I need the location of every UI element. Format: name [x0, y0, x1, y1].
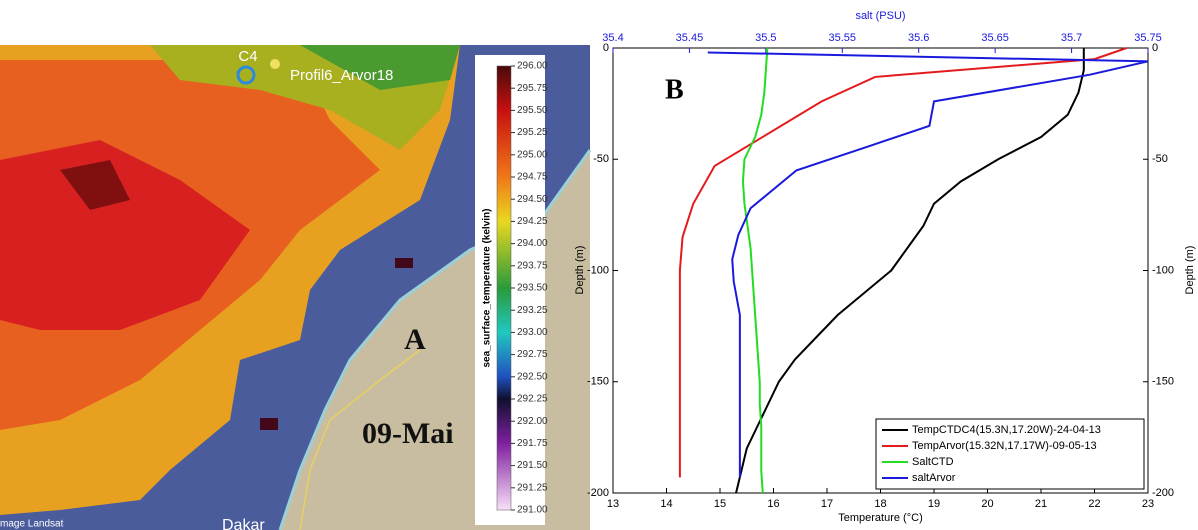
sst-max — [60, 160, 130, 210]
series-line — [707, 51, 1149, 478]
sst-patch — [260, 418, 278, 430]
y-tick-label-right: -50 — [1152, 153, 1168, 165]
y-tick-label: -50 — [593, 153, 609, 165]
x-tick-label: 13 — [607, 498, 619, 510]
colorbar-tick-label: 294.25 — [517, 216, 548, 227]
x2-tick-label: 35.6 — [908, 32, 929, 44]
x2-tick-label: 35.55 — [829, 32, 857, 44]
x-tick-label: 14 — [660, 498, 672, 510]
x2-tick-label: 35.65 — [981, 32, 1009, 44]
panel-label: B — [665, 74, 684, 105]
x2-tick-label: 35.7 — [1061, 32, 1082, 44]
colorbar-tick-label: 293.75 — [517, 260, 548, 271]
x2-tick-label: 35.75 — [1134, 32, 1162, 44]
colorbar-tick-label: 295.25 — [517, 127, 548, 138]
colorbar — [496, 65, 512, 511]
colorbar-tick-label: 295.75 — [517, 83, 548, 94]
colorbar-tick-label: 291.75 — [517, 438, 548, 449]
y-axis-title-right: Depth (m) — [1184, 246, 1196, 295]
x2-axis-title: salt (PSU) — [855, 10, 905, 22]
y-tick-label: -150 — [587, 376, 609, 388]
x-tick-label: 15 — [714, 498, 726, 510]
legend-box — [875, 418, 1145, 490]
colorbar-tick-label: 293.25 — [517, 305, 548, 316]
road — [299, 349, 421, 530]
series-line — [741, 47, 769, 494]
x-tick-label: 16 — [767, 498, 779, 510]
y-tick-label-right: 0 — [1152, 42, 1158, 54]
date-label: 09-Mai — [362, 417, 454, 450]
y-tick-label: -100 — [587, 264, 609, 276]
legend-label: TempCTDC4(15.3N,17.20W)-24-04-13 — [912, 424, 1101, 436]
colorbar-tick-label: 291.25 — [517, 482, 548, 493]
map: C4 Profil6_Arvor18 A 09-Mai Dakar mage L… — [0, 45, 592, 530]
y-tick-label-right: -100 — [1152, 264, 1174, 276]
sst-patch — [395, 258, 413, 268]
colorbar-tick-label: 291.00 — [517, 505, 548, 516]
colorbar-label: sea_surface_temperature (kelvin) — [482, 209, 493, 368]
colorbar-tick-label: 294.50 — [517, 194, 548, 205]
legend-label: TempArvor(15.32N,17.17W)-09-05-13 — [912, 440, 1097, 452]
y-tick-label-right: -200 — [1152, 487, 1174, 499]
x2-tick-label: 35.4 — [602, 32, 623, 44]
x-tick-label: 21 — [1035, 498, 1047, 510]
x-tick-label: 17 — [821, 498, 833, 510]
colorbar-tick-label: 296.00 — [517, 61, 548, 72]
city-label: Dakar — [222, 517, 265, 530]
x-tick-label: 18 — [874, 498, 886, 510]
colorbar-tick-label: 295.00 — [517, 149, 548, 160]
colorbar-tick-label: 292.25 — [517, 394, 548, 405]
legend-label: SaltCTD — [912, 456, 954, 468]
profile-label: Profil6_Arvor18 — [290, 67, 393, 84]
colorbar-tick-label: 291.50 — [517, 460, 548, 471]
y-tick-label-right: -150 — [1152, 376, 1174, 388]
series-line — [678, 47, 1127, 478]
station-label: C4 — [238, 48, 257, 65]
x-tick-label: 22 — [1088, 498, 1100, 510]
sst-hot — [0, 140, 250, 330]
colorbar-tick-label: 293.50 — [517, 283, 548, 294]
colorbar-tick-label: 292.50 — [517, 371, 548, 382]
legend-label: saltArvor — [912, 472, 956, 484]
y-axis-title: Depth (m) — [574, 246, 586, 295]
anchor-icon — [236, 65, 256, 85]
colorbar-tick-label: 292.00 — [517, 416, 548, 427]
colorbar-tick-label: 294.00 — [517, 238, 548, 249]
x2-tick-label: 35.45 — [676, 32, 704, 44]
colorbar-tick-label: 295.50 — [517, 105, 548, 116]
credit-label: mage Landsat — [0, 519, 64, 530]
chart: 13 14 15 16 17 18 19 20 21 22 23 35.4 35.45 35.5 35.55… — [574, 10, 1196, 524]
colorbar-tick-label: 293.00 — [517, 327, 548, 338]
x-tick-label: 23 — [1142, 498, 1154, 510]
x-tick-label: 20 — [981, 498, 993, 510]
pin-icon — [270, 59, 280, 69]
y-tick-label: 0 — [603, 42, 609, 54]
sst-cooler — [300, 45, 460, 90]
x2-tick-label: 35.5 — [755, 32, 776, 44]
x-axis-title: Temperature (°C) — [838, 512, 922, 524]
panel-label: A — [404, 323, 426, 356]
y-tick-label: -200 — [587, 487, 609, 499]
colorbar-tick-label: 294.75 — [517, 172, 548, 183]
x-tick-label: 19 — [928, 498, 940, 510]
colorbar-tick-label: 292.75 — [517, 349, 548, 360]
